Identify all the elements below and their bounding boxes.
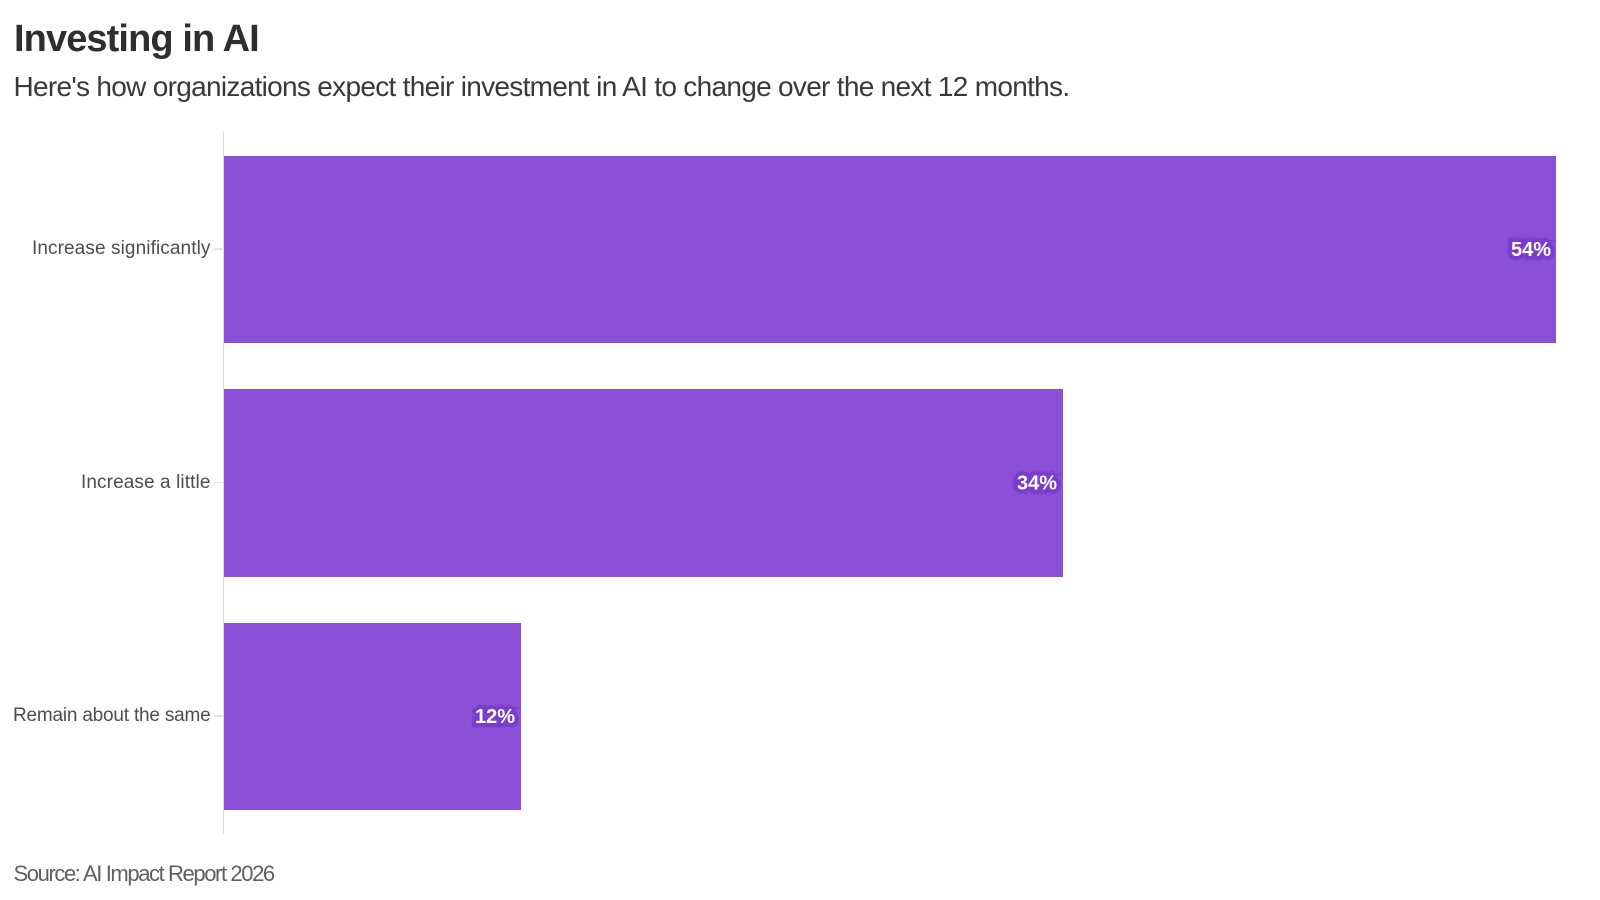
svg-text:12%: 12% [475,706,515,728]
svg-text:54%: 54% [1511,239,1551,261]
svg-text:34%: 34% [1017,473,1057,495]
